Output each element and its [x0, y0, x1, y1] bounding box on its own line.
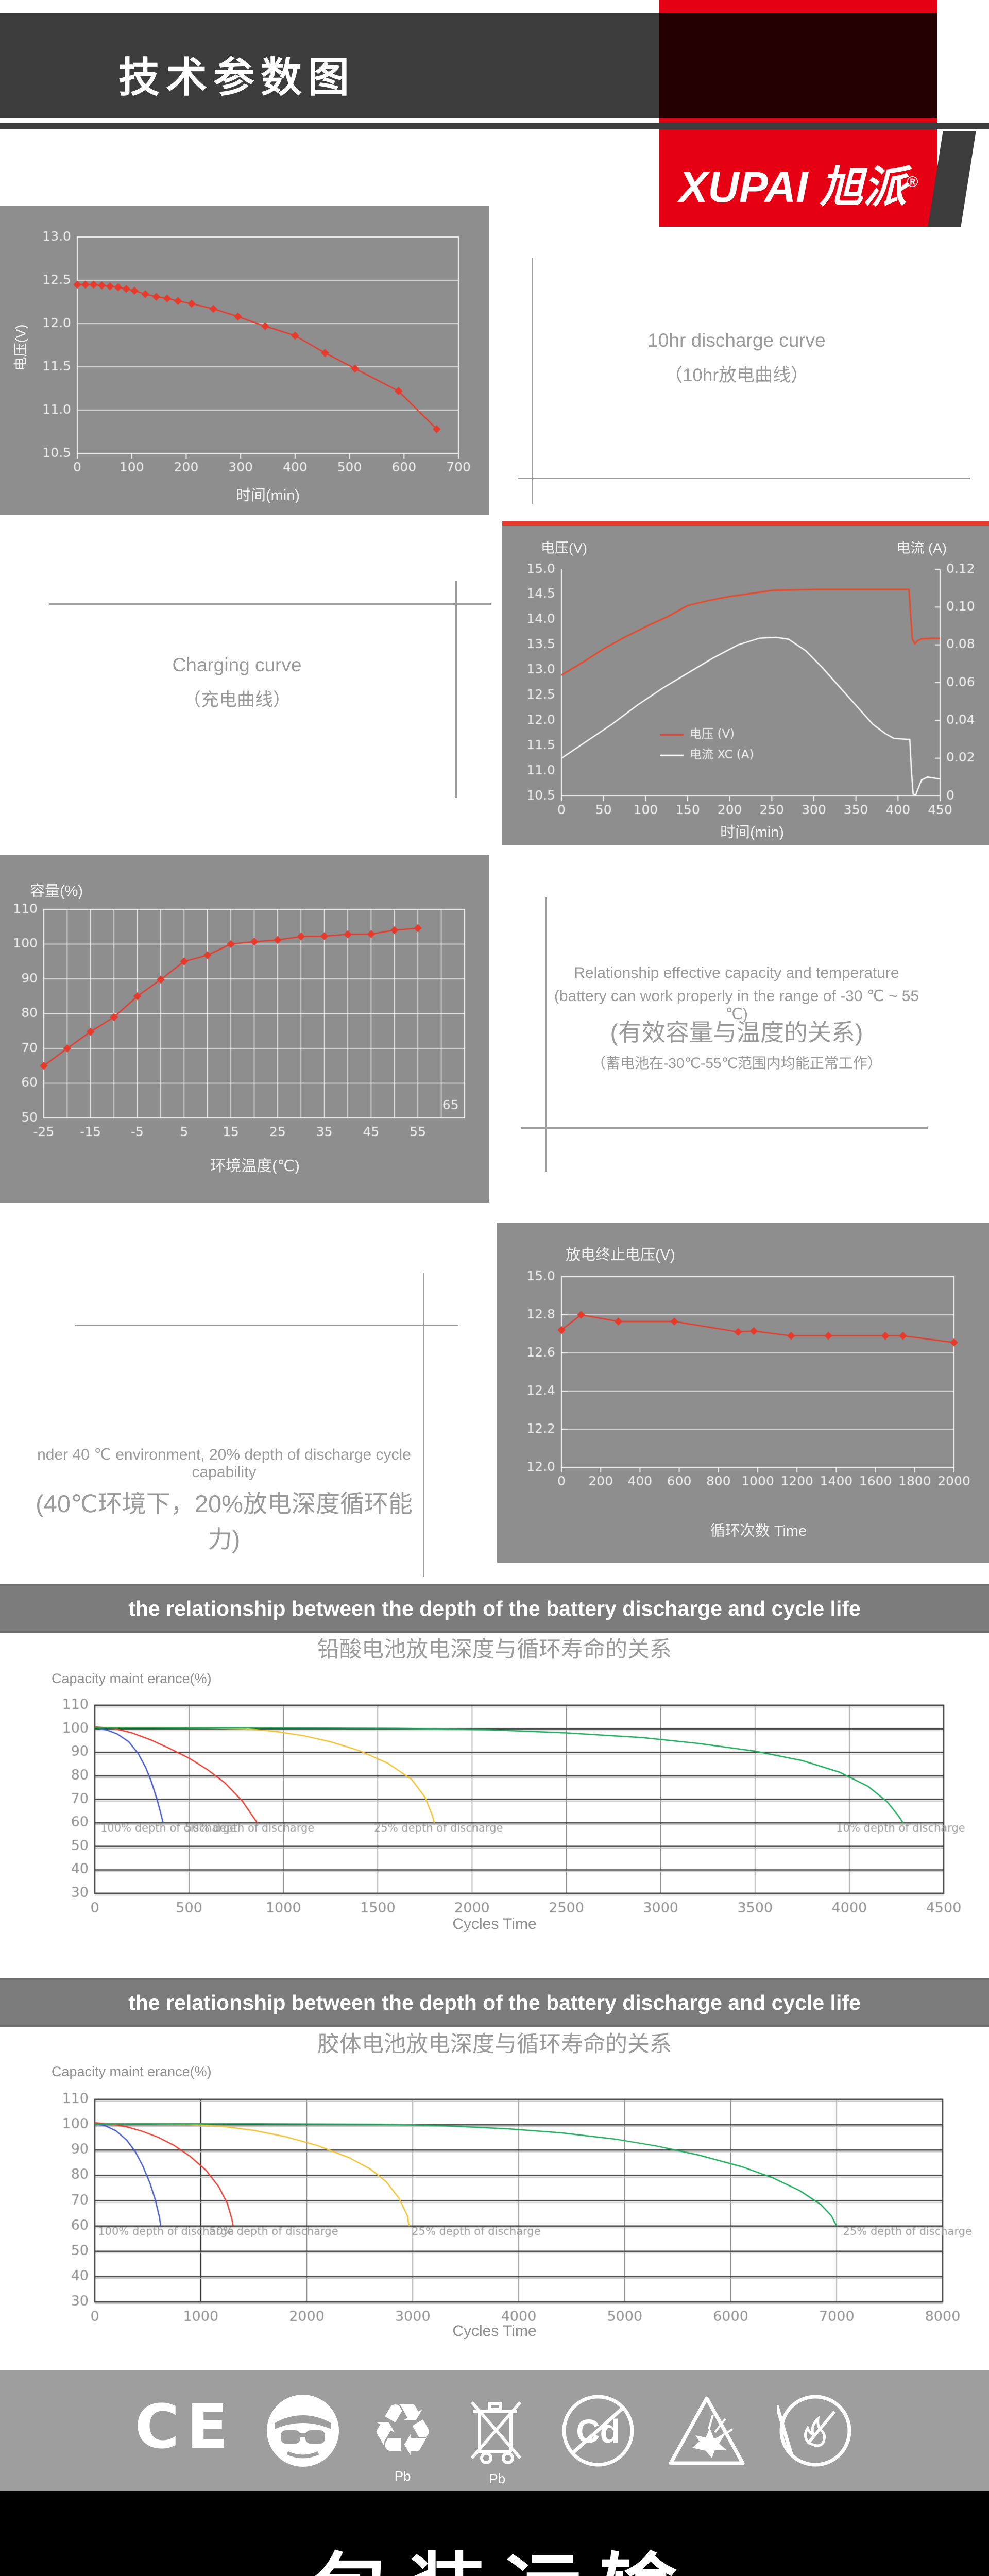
- charging-caption-zh: （充电曲线）: [182, 690, 291, 710]
- cycle40-chart: [497, 1223, 989, 1563]
- charging-y2label: 电流 (A): [896, 540, 947, 556]
- discharge-chart: [0, 206, 489, 515]
- pb-label: Pb: [394, 2468, 411, 2484]
- header-bar: [0, 13, 659, 118]
- safety-goggles-icon: [264, 2392, 342, 2469]
- packaging-title: 包装运输: [0, 2527, 989, 2576]
- decor-line: [545, 897, 547, 1172]
- gel-subtitle: 胶体电池放电深度与循环寿命的关系: [317, 2032, 672, 2057]
- explosive-warning-icon: [666, 2392, 748, 2469]
- discharge-caption-en: 10hr discharge curve: [647, 330, 826, 351]
- cycle40-xlabel: 循环次数 Time: [710, 1523, 807, 1539]
- capacity-caption-zh1: (有效容量与温度的关系): [610, 1019, 863, 1046]
- discharge-xlabel: 时间(min): [235, 487, 300, 504]
- decor-line: [49, 603, 491, 605]
- capacity-chart: [0, 855, 489, 1203]
- brand-logo-text: XUPAI 旭派: [679, 163, 907, 211]
- brand-logo: XUPAI 旭派®: [664, 152, 932, 215]
- recycle-pb-icon: ♻ Pb: [370, 2388, 435, 2484]
- registered-mark: ®: [906, 174, 918, 191]
- decor-line: [521, 1127, 928, 1129]
- discharge-ylabel: 电压(V): [13, 324, 29, 371]
- capacity-caption-zh2: （蓄电池在-30℃-55℃范围内均能正常工作）: [591, 1055, 882, 1071]
- lead-acid-xlabel: Cycles Time: [452, 1916, 537, 1933]
- header-bar-overlay: [659, 13, 937, 118]
- decor-line: [532, 258, 533, 504]
- charging-caption-en: Charging curve: [172, 654, 302, 675]
- pb-label: Pb: [489, 2470, 506, 2486]
- cycle40-caption-en: nder 40 ℃ environment, 20% depth of disc…: [37, 1446, 411, 1481]
- lead-acid-dod-chart: [0, 1669, 989, 1958]
- cert-band: CE ♻ Pb: [0, 2370, 989, 2491]
- packaging-banner: 包装运输: [0, 2491, 989, 2576]
- charging-chart: [502, 526, 989, 845]
- no-trash-bin-icon: Pb: [464, 2392, 531, 2486]
- page-title: 技术参数图: [118, 55, 355, 100]
- gel-xlabel: Cycles Time: [452, 2323, 537, 2340]
- capacity-ylabel: 容量(%): [30, 883, 83, 900]
- recycle-glyph: ♻: [370, 2388, 435, 2472]
- no-cadmium-icon: Cd: [559, 2392, 637, 2469]
- capacity-caption-en2: (battery can work properly in the range …: [554, 988, 919, 1023]
- charging-xlabel: 时间(min): [720, 824, 785, 841]
- decor-line: [75, 1325, 458, 1326]
- ce-text: CE: [134, 2391, 235, 2462]
- header-divider: [0, 123, 989, 129]
- charging-ylabel: 电压(V): [541, 540, 587, 556]
- decor-line: [518, 478, 970, 479]
- ce-mark-icon: CE: [135, 2391, 235, 2462]
- cycle40-ylabel: 放电终止电压(V): [566, 1247, 675, 1263]
- charging-panel-accent: [502, 521, 989, 526]
- capacity-xlabel: 环境温度(℃): [210, 1158, 300, 1175]
- dod-banner-1: the relationship between the depth of th…: [0, 1584, 989, 1633]
- lead-acid-subtitle: 铅酸电池放电深度与循环寿命的关系: [317, 1637, 672, 1662]
- capacity-caption-en1: Relationship effective capacity and temp…: [574, 964, 899, 981]
- decor-line: [423, 1273, 424, 1577]
- decor-line: [455, 581, 457, 798]
- discharge-caption-zh: （10hr放电曲线）: [664, 365, 809, 385]
- no-open-flame-icon: [777, 2392, 854, 2469]
- cycle40-caption-zh: (40℃环境下，20%放电深度循环能力): [36, 1490, 413, 1553]
- gel-dod-chart: [0, 2063, 989, 2352]
- dod-banner-2: the relationship between the depth of th…: [0, 1978, 989, 2027]
